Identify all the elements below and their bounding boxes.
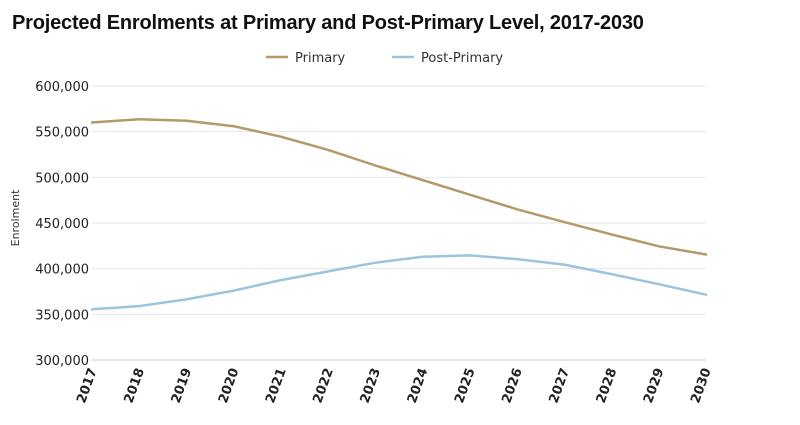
x-tick-label: 2028 bbox=[594, 366, 620, 405]
y-tick-label: 400,000 bbox=[35, 263, 89, 278]
x-tick-label: 2030 bbox=[688, 366, 714, 405]
x-tick-label: 2025 bbox=[452, 366, 478, 405]
series-line-post-primary bbox=[90, 254, 708, 311]
x-tick-label: 2024 bbox=[405, 366, 431, 405]
x-tick-label: 2019 bbox=[169, 366, 195, 405]
x-tick-label: 2022 bbox=[310, 366, 336, 405]
chart-title: Projected Enrolments at Primary and Post… bbox=[12, 12, 644, 34]
axes: 300,000 350,000 400,000 450,000 500,000 550,0… bbox=[35, 80, 715, 405]
x-tick-label: 2017 bbox=[74, 366, 100, 405]
x-tick-label: 2029 bbox=[641, 366, 667, 405]
x-tick-label: 2018 bbox=[122, 366, 148, 405]
x-tick-label: 2020 bbox=[216, 366, 242, 405]
x-tick-label: 2023 bbox=[358, 366, 384, 405]
x-tick-label: 2027 bbox=[547, 366, 573, 405]
x-tick-label: 2021 bbox=[263, 366, 289, 405]
legend-label: Post-Primary bbox=[421, 51, 503, 66]
gridlines bbox=[92, 85, 706, 361]
y-tick-label: 350,000 bbox=[35, 308, 89, 323]
legend-label: Primary bbox=[295, 51, 346, 66]
y-axis-label: Enrolment bbox=[9, 189, 22, 246]
y-tick-label: 450,000 bbox=[35, 217, 89, 232]
y-tick-label: 550,000 bbox=[35, 126, 89, 141]
y-tick-label: 300,000 bbox=[35, 354, 89, 369]
series bbox=[90, 118, 708, 311]
y-tick-label: 500,000 bbox=[35, 171, 89, 186]
y-tick-label: 600,000 bbox=[35, 80, 89, 95]
x-tick-label: 2026 bbox=[499, 366, 525, 405]
series-line-primary bbox=[90, 118, 708, 256]
legend: Primary Post-Primary bbox=[266, 51, 503, 66]
